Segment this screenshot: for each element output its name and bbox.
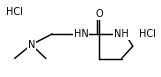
Text: HCl: HCl <box>6 7 23 17</box>
Text: HCl: HCl <box>139 29 156 39</box>
Text: N: N <box>28 40 35 50</box>
Text: HN: HN <box>74 29 89 39</box>
Text: NH: NH <box>114 29 129 39</box>
Text: O: O <box>95 9 103 19</box>
